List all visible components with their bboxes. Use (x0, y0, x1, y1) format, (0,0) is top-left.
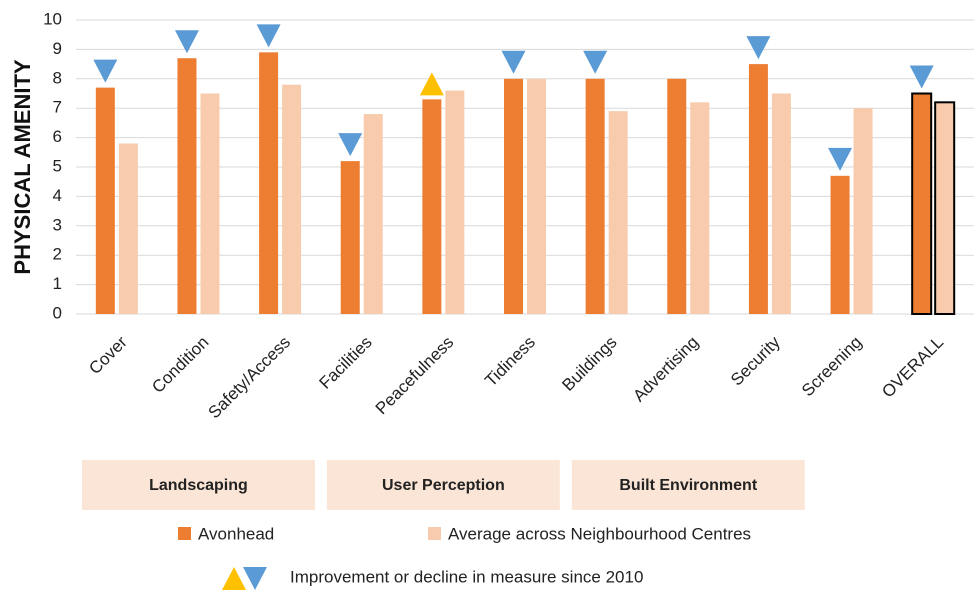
group-label: Built Environment (619, 477, 757, 494)
bar (690, 102, 710, 314)
bar (527, 78, 546, 314)
x-tick-label: Cover (85, 332, 131, 378)
y-tick-label: 7 (53, 98, 62, 117)
bar (200, 93, 220, 314)
bar (934, 101, 956, 315)
y-tick-label: 9 (53, 39, 62, 58)
x-tick-label: Peacefulness (372, 333, 458, 419)
bar (282, 84, 302, 315)
bar (118, 143, 138, 314)
legend-marker (243, 567, 267, 590)
group-label: Landscaping (149, 477, 248, 494)
legend-swatch (428, 527, 441, 540)
y-axis-label: PHYSICAL AMENITY (10, 59, 35, 274)
bar (748, 64, 768, 314)
y-tick-label: 10 (43, 9, 62, 28)
bar (667, 78, 687, 314)
group-label: User Perception (382, 477, 505, 494)
y-tick-label: 2 (53, 245, 62, 264)
trend-marker (174, 30, 199, 54)
trend-marker (338, 133, 363, 157)
x-tick-label: OVERALL (878, 333, 947, 402)
bar (422, 99, 442, 314)
y-tick-label: 4 (53, 186, 62, 205)
bar (853, 108, 873, 314)
bar (363, 114, 383, 314)
group-box (82, 460, 315, 510)
y-tick-label: 8 (53, 68, 62, 87)
y-tick-label: 5 (53, 156, 62, 175)
legend-swatch (178, 527, 191, 540)
trend-marker (501, 50, 526, 74)
bar (340, 161, 360, 314)
trend-marker (256, 24, 281, 48)
bar (504, 78, 523, 314)
bar (608, 111, 628, 314)
x-tick-label: Facilities (316, 333, 376, 393)
trend-marker (746, 36, 771, 60)
bar (259, 52, 279, 315)
legend-label: Improvement or decline in measure since … (290, 567, 643, 586)
bar (585, 78, 605, 314)
group-box (326, 460, 560, 510)
bar (771, 93, 791, 314)
trend-marker (419, 72, 444, 96)
trend-marker (828, 147, 853, 171)
x-tick-label: Advertising (629, 333, 702, 406)
legend-label: Average across Neighbourhood Centres (448, 524, 751, 543)
bar (830, 175, 850, 314)
x-tick-label: Safety/Access (204, 333, 294, 423)
y-tick-label: 6 (53, 127, 62, 146)
trend-marker (583, 50, 608, 74)
y-tick-label: 3 (53, 215, 62, 234)
y-tick-label: 0 (53, 303, 62, 322)
y-tick-label: 1 (53, 274, 62, 293)
x-tick-label: Buildings (558, 333, 620, 395)
bar (177, 58, 197, 314)
bar (445, 90, 465, 314)
trend-marker (93, 59, 118, 83)
x-tick-label: Screening (798, 333, 866, 401)
trend-marker (909, 65, 934, 89)
bar (95, 87, 115, 315)
x-tick-label: Condition (148, 333, 212, 397)
legend-marker (222, 567, 246, 590)
group-box (571, 460, 805, 510)
x-tick-label: Tidiness (481, 333, 539, 391)
bar (911, 92, 933, 315)
legend-label: Avonhead (198, 524, 274, 543)
x-tick-label: Security (727, 332, 784, 389)
